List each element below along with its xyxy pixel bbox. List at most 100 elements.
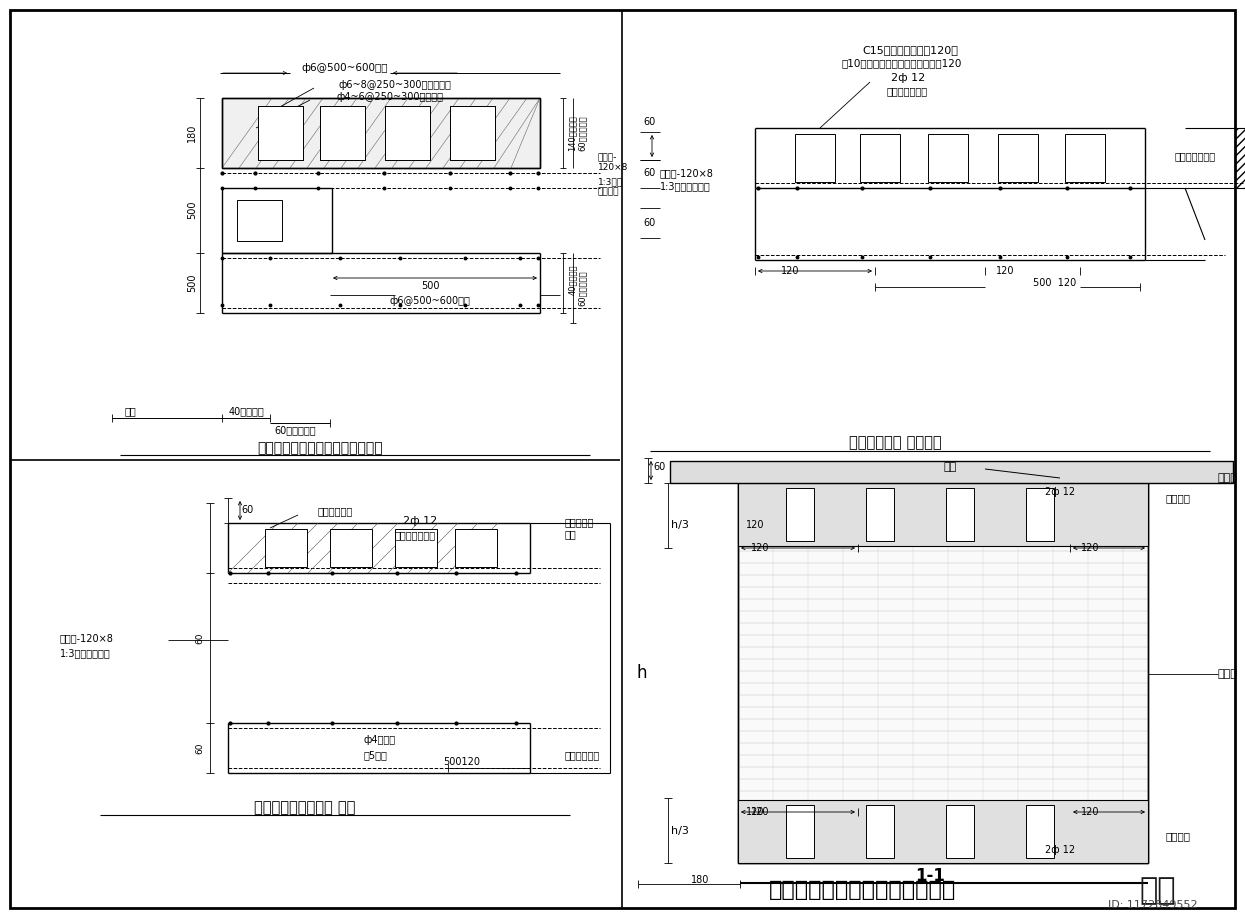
Text: 60: 60 bbox=[195, 743, 204, 754]
Text: 混凝土层: 混凝土层 bbox=[1165, 831, 1190, 841]
Bar bbox=[1064, 134, 1106, 182]
Bar bbox=[385, 106, 430, 160]
Text: 60: 60 bbox=[654, 462, 666, 472]
Bar bbox=[1026, 488, 1055, 541]
Bar bbox=[1026, 805, 1055, 858]
Text: 120: 120 bbox=[751, 543, 769, 553]
Text: 40（砂浆）: 40（砂浆） bbox=[568, 264, 576, 296]
Bar bbox=[449, 106, 496, 160]
Text: 钢垫板-120×8: 钢垫板-120×8 bbox=[660, 168, 713, 178]
Text: 2ф 12: 2ф 12 bbox=[891, 73, 925, 83]
Bar bbox=[258, 106, 303, 160]
Bar bbox=[867, 488, 894, 541]
Text: h/3: h/3 bbox=[671, 520, 688, 530]
Text: 500120: 500120 bbox=[443, 757, 481, 767]
Text: 120: 120 bbox=[751, 807, 769, 817]
Text: 60: 60 bbox=[644, 218, 656, 228]
Text: 500  120: 500 120 bbox=[1033, 278, 1077, 288]
Text: h/3: h/3 bbox=[671, 826, 688, 836]
Text: 60（混凝土）: 60（混凝土） bbox=[274, 425, 316, 435]
Text: ф4~6@250~300（砂浆）: ф4~6@250~300（砂浆） bbox=[336, 92, 443, 102]
Bar bbox=[637, 483, 738, 863]
Text: 120×8: 120×8 bbox=[598, 163, 629, 173]
Text: 楼板: 楼板 bbox=[944, 462, 956, 472]
Text: 120: 120 bbox=[996, 266, 1015, 276]
Text: 每5皮砖: 每5皮砖 bbox=[364, 750, 387, 760]
Bar bbox=[228, 723, 530, 773]
Bar bbox=[1148, 483, 1233, 863]
Text: ф6@500~600拉筋: ф6@500~600拉筋 bbox=[390, 296, 471, 306]
Text: 细石混凝土灌实: 细石混凝土灌实 bbox=[1175, 151, 1216, 161]
Text: 砂浆抹平: 砂浆抹平 bbox=[598, 187, 620, 196]
Text: 每10皮砖浇筑一层，每边伸入旧墙120: 每10皮砖浇筑一层，每边伸入旧墙120 bbox=[842, 58, 962, 68]
Text: 楼板面: 楼板面 bbox=[1218, 669, 1238, 679]
Text: 180: 180 bbox=[691, 875, 710, 885]
Text: 2ф 12: 2ф 12 bbox=[1045, 845, 1076, 855]
Text: 知末: 知末 bbox=[1139, 877, 1177, 905]
Text: 120: 120 bbox=[746, 807, 764, 817]
Text: 500: 500 bbox=[421, 281, 439, 291]
Bar bbox=[228, 523, 530, 573]
Bar bbox=[754, 188, 1145, 260]
Text: 新老墙咬槎砌: 新老墙咬槎砌 bbox=[565, 750, 600, 760]
Bar bbox=[786, 805, 814, 858]
Text: 60: 60 bbox=[242, 505, 254, 515]
Bar bbox=[670, 461, 1233, 483]
Bar bbox=[1185, 128, 1245, 188]
Text: 知末网www.znzmo.com: 知末网www.znzmo.com bbox=[321, 551, 438, 625]
Bar bbox=[222, 98, 540, 168]
Text: 钢垫板-: 钢垫板- bbox=[598, 153, 618, 162]
Bar bbox=[860, 134, 900, 182]
Bar bbox=[110, 90, 220, 430]
Text: 每楼层高拉两道: 每楼层高拉两道 bbox=[886, 86, 928, 96]
Bar bbox=[530, 523, 610, 773]
Text: 500: 500 bbox=[187, 201, 197, 219]
Bar bbox=[738, 483, 1148, 546]
Bar bbox=[228, 533, 247, 733]
Text: 拆砌，拉杆十 混凝土层: 拆砌，拉杆十 混凝土层 bbox=[849, 435, 941, 451]
Text: 1:3水泥: 1:3水泥 bbox=[598, 177, 624, 186]
Text: 新老墙咬槎砌: 新老墙咬槎砌 bbox=[317, 506, 352, 516]
Bar bbox=[454, 529, 497, 567]
Bar bbox=[998, 134, 1038, 182]
Bar bbox=[222, 253, 540, 313]
Bar bbox=[385, 106, 430, 160]
Text: 120: 120 bbox=[746, 520, 764, 530]
Text: 60: 60 bbox=[195, 633, 204, 644]
Text: 120: 120 bbox=[1081, 807, 1099, 817]
Text: 钢垫板-120×8: 钢垫板-120×8 bbox=[60, 633, 113, 643]
Text: 60: 60 bbox=[644, 168, 656, 178]
Text: 60: 60 bbox=[644, 117, 656, 127]
Bar bbox=[395, 529, 437, 567]
Text: 钢筋网砂浆面层或混凝土板墙加固: 钢筋网砂浆面层或混凝土板墙加固 bbox=[258, 441, 382, 455]
Text: 2ф 12: 2ф 12 bbox=[1045, 487, 1076, 497]
Bar bbox=[928, 134, 969, 182]
Text: ID: 1172849552: ID: 1172849552 bbox=[1108, 900, 1198, 910]
Bar bbox=[320, 106, 365, 160]
Bar bbox=[796, 134, 835, 182]
Text: 拆砌，配筋砖砌体十 拉杆: 拆砌，配筋砖砌体十 拉杆 bbox=[254, 800, 356, 815]
Text: 细石混凝土
灌实: 细石混凝土 灌实 bbox=[565, 517, 594, 539]
Text: ф6@500~600拉筋: ф6@500~600拉筋 bbox=[301, 63, 388, 73]
Text: 墙厚: 墙厚 bbox=[124, 406, 136, 416]
Text: 40（砂浆）: 40（砂浆） bbox=[228, 406, 264, 416]
Bar bbox=[330, 529, 372, 567]
Bar bbox=[265, 529, 308, 567]
Bar bbox=[738, 800, 1148, 863]
Text: 知末网www.znzmo.com: 知末网www.znzmo.com bbox=[102, 181, 218, 255]
Text: 知末网www.znzmo.com: 知末网www.znzmo.com bbox=[661, 690, 778, 766]
Bar bbox=[754, 128, 1145, 188]
Text: 60（混凝土）: 60（混凝土） bbox=[578, 115, 586, 151]
Bar bbox=[946, 805, 974, 858]
Text: 2ф 12: 2ф 12 bbox=[403, 516, 437, 526]
Bar bbox=[222, 98, 540, 168]
Text: ф4钢筋网: ф4钢筋网 bbox=[364, 735, 396, 745]
Text: ф6~8@250~300（混凝土）: ф6~8@250~300（混凝土） bbox=[339, 80, 452, 90]
Bar bbox=[738, 483, 1148, 863]
Text: 120: 120 bbox=[781, 266, 799, 276]
Text: 知末网www.znzmo.com: 知末网www.znzmo.com bbox=[772, 200, 889, 275]
Text: C15素混凝土层，厚120，: C15素混凝土层，厚120， bbox=[862, 45, 957, 55]
Bar bbox=[222, 188, 332, 253]
Bar bbox=[258, 106, 303, 160]
Text: 180: 180 bbox=[187, 124, 197, 142]
